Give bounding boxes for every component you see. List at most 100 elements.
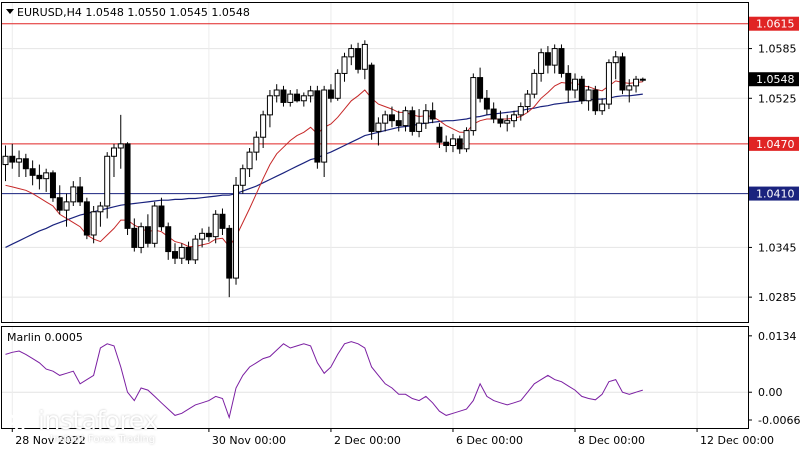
candle-bear [49,172,56,199]
candle-bear [395,120,402,127]
candle-bear [388,114,395,122]
candle-bull [633,78,640,87]
candle-bear [490,108,497,120]
candle-bull [138,226,145,248]
candle-bear [314,90,321,163]
symbol-dropdown-icon[interactable] [6,9,14,14]
candle-bear [172,251,178,259]
indicator-pane-frame [1,326,749,429]
candle-bear [355,48,362,70]
candle-bull [239,168,246,186]
candle-bull [117,143,124,149]
indicator-axis-label: 0.00 [758,386,783,399]
candle-bull [605,62,612,105]
candle-bull [531,72,538,95]
candle-bear [592,89,599,112]
candle-bull [382,114,389,124]
candle-bull [273,89,280,97]
candle-bull [212,213,219,238]
candle-bull [199,232,206,240]
candle-bear [456,138,463,150]
candle-bear [436,126,443,143]
candle-bull [266,95,273,116]
candle-bull [361,43,368,70]
candle-bull [599,103,606,112]
candle-bull [612,56,619,64]
candle-bear [22,158,29,170]
indicator-pane-title: Marlin 0.0005 [7,331,83,344]
candle-bull [341,56,348,74]
candle-bull [402,110,409,127]
candle-bull [639,78,646,81]
candle-bull [300,95,307,102]
candle-bull [260,114,267,138]
candle-bull [192,238,199,261]
candle-bear [565,72,572,91]
candle-bear [544,52,551,66]
candle-bull [233,184,240,279]
price-axis-label: 1.0585 [758,43,797,56]
candle-bear [29,168,36,176]
candle-bull [2,155,9,166]
candle-bear [280,89,287,103]
candle-bull [151,205,158,244]
candle-bull [334,72,341,99]
candle-bull [70,186,77,203]
x-axis-label: 8 Dec 00:00 [578,434,645,447]
candle-bear [619,56,626,91]
candle-bull [287,93,294,103]
indicator-axis-label: -0.0066 [758,414,800,427]
candle-bull [517,106,524,116]
candle-bear [558,48,565,74]
candle-bull [104,155,111,207]
candle-bear [368,64,375,132]
candle-bear [294,93,301,102]
level-label: 1.0615 [756,18,795,31]
candle-bull [90,211,97,236]
watermark-brand: instaforex [38,406,158,435]
candle-bull [511,114,517,122]
watermark-tagline: Instant Forex Trading [50,434,156,445]
candle-bear [477,77,484,99]
candle-bull [375,122,382,132]
candle-bull [97,205,104,213]
candle-bear [226,227,233,279]
candle-bull [524,93,531,108]
candle-bull [43,172,50,180]
candle-bear [443,141,450,147]
candle-bear [327,89,334,99]
instaforex-logo-icon [5,407,35,437]
candle-bear [429,110,436,120]
price-axis-label: 1.0285 [758,291,797,304]
candle-bear [131,227,138,248]
candle-bear [165,226,172,253]
current-price-box [749,72,799,87]
price-axis-label: 1.0345 [758,241,797,254]
candle-bull [449,138,456,147]
level-label-box [749,136,799,151]
x-axis-label: 30 Nov 00:00 [212,434,286,447]
x-axis-label: 2 Dec 00:00 [334,434,401,447]
level-label: 1.0470 [756,138,795,151]
candle-bull [253,136,260,153]
candle-bull [178,246,185,259]
candle-bull [63,201,70,211]
candle-bear [205,232,212,238]
candle-bull [470,77,477,132]
candle-bull [321,89,328,163]
candle-bull [110,147,117,157]
price-pane-frame [1,2,749,323]
price-axis-label: 1.0525 [758,92,797,105]
level-label: 1.0410 [756,188,795,201]
x-axis-label: 6 Dec 00:00 [456,434,523,447]
candle-bear [9,155,16,163]
candle-bull [626,85,633,91]
candle-bear [83,201,90,236]
candle-bear [144,226,151,244]
x-axis-label: 28 Nov 2022 [15,434,85,447]
candle-bear [483,97,490,110]
indicator-axis-label: 0.0134 [758,330,797,343]
candle-bull [246,151,253,170]
price-pane-title: EURUSD,H4 1.0548 1.0550 1.0545 1.0548 [17,6,250,19]
